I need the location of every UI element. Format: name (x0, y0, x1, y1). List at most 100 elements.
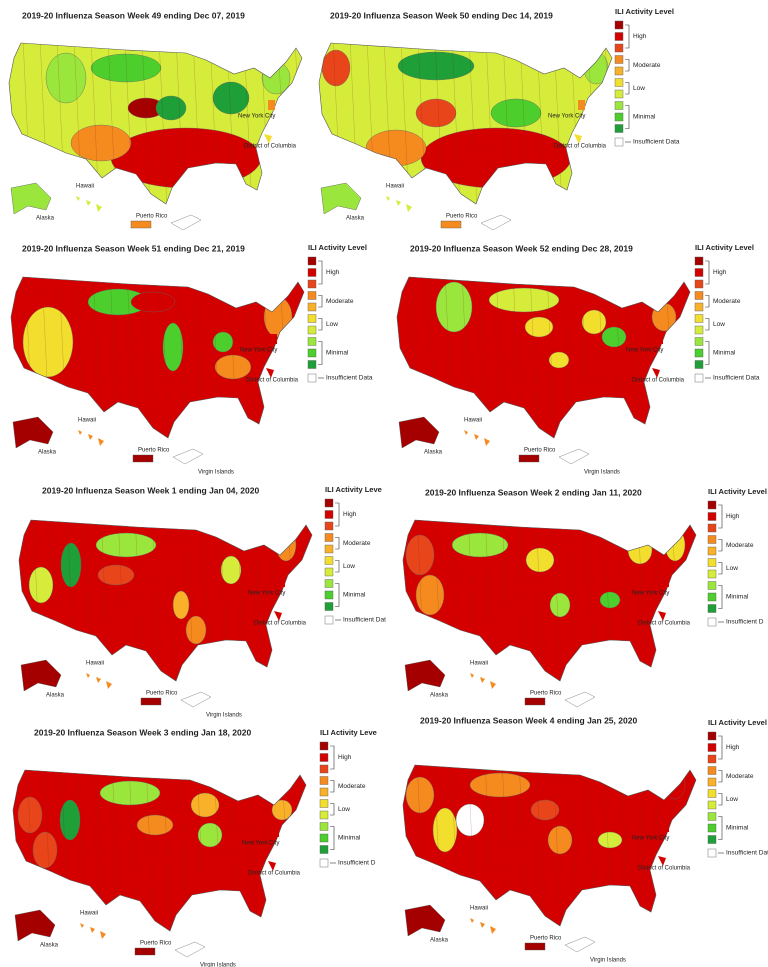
legend-bracket (330, 826, 335, 850)
hawaii (386, 196, 412, 212)
alaska (12, 416, 54, 449)
state-region (415, 574, 445, 616)
virgin-islands (480, 214, 512, 231)
legend-swatch (614, 137, 624, 147)
nyc (578, 100, 585, 110)
legend-swatch (707, 823, 717, 833)
dc (274, 611, 282, 621)
nyc (272, 827, 279, 837)
panel-title: 2019-20 Influenza Season Week 4 ending J… (420, 715, 637, 725)
legend-label: Low (326, 321, 338, 328)
state-region (136, 814, 174, 836)
us-map: New York City District of Columbia Hawaii A… (402, 519, 697, 708)
state-region (97, 564, 135, 586)
map-fill (9, 43, 302, 204)
us-map: New York City District of Columbia Hawaii A… (12, 769, 307, 967)
puerto-rico (140, 697, 162, 706)
legend-swatch (319, 799, 329, 808)
state-region (130, 291, 176, 313)
virgin-islands (170, 214, 202, 231)
map-label: Virgin Islands (200, 963, 236, 967)
alaska (404, 659, 446, 692)
legend-swatch (319, 753, 329, 762)
puerto-rico (134, 947, 156, 956)
legend-swatch (694, 268, 704, 277)
legend-swatch (324, 521, 334, 531)
legend-swatch (707, 766, 717, 775)
state-region (597, 831, 623, 849)
legend-bracket (705, 341, 710, 365)
legend-label: Minimal (713, 350, 736, 357)
map-label: Alaska (430, 693, 449, 699)
nyc (656, 334, 663, 344)
map-label: Hawaii (470, 661, 488, 667)
legend-label: Moderate (713, 298, 741, 305)
map-outline (402, 764, 697, 927)
map-label: District of Columbia (246, 378, 299, 384)
legend-swatch (707, 731, 717, 741)
legend-swatch (319, 822, 329, 831)
legend-swatch (307, 268, 317, 277)
state-border (151, 520, 161, 681)
legend-swatch (614, 66, 624, 76)
state-region (45, 52, 87, 104)
legend-swatch (707, 500, 717, 510)
legend-bracket (330, 780, 335, 793)
legend-swatch (324, 590, 334, 600)
legend-swatch (614, 101, 624, 110)
legend-label: Insufficient D (726, 619, 764, 626)
map-label: Virgin Islands (206, 713, 242, 719)
map-label: Hawaii (464, 418, 482, 424)
state-region (435, 281, 473, 333)
legend-swatch (707, 789, 717, 798)
map-label: New York City (632, 591, 669, 597)
nyc (270, 334, 277, 344)
legend-swatch (324, 615, 334, 625)
map-label: Puerto Rico (446, 214, 478, 220)
panel-title: 2019-20 Influenza Season Week 49 ending … (22, 10, 245, 20)
legend-label: Moderate (633, 62, 661, 69)
state-region (263, 296, 293, 338)
legend-swatch (707, 743, 717, 752)
legend-bracket (330, 745, 335, 770)
legend-title: ILI Activity Leve (320, 728, 377, 737)
legend-label: Minimal (338, 835, 361, 842)
legend-swatch (319, 858, 329, 868)
legend-bracket (705, 260, 710, 285)
legend-swatch (707, 754, 717, 764)
legend-swatch (319, 833, 329, 843)
map-outline (8, 42, 303, 205)
legend-title: ILI Activity Leve (325, 485, 382, 494)
legend-swatch (707, 777, 717, 787)
state-region (581, 309, 607, 335)
state-border (160, 277, 170, 438)
legend-label: Insufficient Data (713, 375, 760, 382)
state-region (162, 322, 184, 372)
legend-bracket (625, 59, 630, 72)
panel-title: 2019-20 Influenza Season Week 51 ending … (22, 243, 245, 253)
legend-swatch (707, 800, 717, 810)
legend-swatch (614, 32, 624, 41)
legend-label: Minimal (326, 350, 349, 357)
state-region (365, 129, 427, 167)
legend-swatch (307, 360, 317, 369)
nyc (278, 577, 285, 587)
legend-label: Insufficient Data (633, 139, 680, 146)
us-map: New York City District of Columbia Hawaii A… (18, 519, 313, 719)
legend-swatch (614, 43, 624, 53)
legend-swatch (307, 256, 317, 266)
puerto-rico (132, 454, 154, 463)
map-label: Alaska (36, 216, 55, 222)
legend-swatch (694, 279, 704, 289)
state-region (28, 566, 54, 604)
state-region (530, 799, 560, 821)
legend-swatch (694, 360, 704, 369)
legend-swatch (307, 348, 317, 358)
map-label: District of Columbia (638, 866, 691, 872)
map-outline (12, 769, 307, 932)
legend-label: Minimal (726, 825, 749, 832)
legend-label: Minimal (633, 114, 656, 121)
map-label: Alaska (430, 938, 449, 944)
state-region (190, 792, 220, 818)
state-region (432, 807, 458, 853)
